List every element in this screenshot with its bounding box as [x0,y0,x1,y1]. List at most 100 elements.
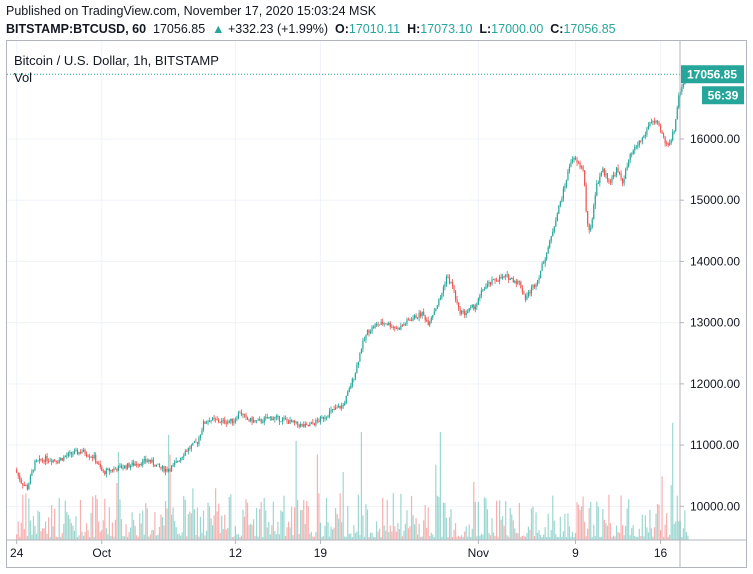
candle-body [40,458,42,461]
candle-body [243,414,246,416]
volume-bar [90,512,92,540]
volume-bar [652,536,654,540]
candle-body [46,455,48,461]
volume-bar [372,536,375,540]
volume-bar [146,508,148,540]
volume-bar [673,523,675,540]
volume-bar [216,511,218,540]
candle-body [565,180,568,187]
candle-body [219,422,221,423]
volume-bar [395,531,397,540]
candle-body [412,318,414,321]
candle-body [398,327,400,330]
candle-body [552,232,554,237]
candle-body [119,465,121,467]
candle-body [85,454,88,456]
candle-body [269,416,271,418]
volume-bar [667,536,669,540]
candle-body [22,483,24,486]
volume-bar [208,506,211,540]
candle-body [492,279,495,280]
candle-body [131,462,133,466]
volume-bar [456,536,458,540]
volume-bar [72,525,74,540]
volume-bar [418,523,420,540]
volume-bar [119,499,121,540]
volume-bar [426,527,428,540]
volume-bar [325,497,328,540]
volume-bar [35,533,38,540]
price-tick-label: 14000.00 [690,254,740,268]
price-tick-label: 16000.00 [690,132,740,146]
volume-bar [406,510,408,540]
candle-body [67,452,69,456]
volume-bar [464,531,466,540]
candle-body [75,450,77,452]
candle-body [372,326,375,328]
candle-body [602,168,604,173]
candle-body [32,469,35,472]
candle-body [582,166,584,171]
candle-body [143,458,145,461]
volume-bar [473,481,475,540]
volume-bar [239,536,241,540]
candle-body [664,136,666,144]
candle-body [335,407,337,410]
candle-body [641,138,643,142]
volume-bar [626,508,628,540]
volume-bar [87,530,89,540]
candle-body [44,455,47,462]
volume-bar [549,536,551,540]
volume-bar [243,516,246,540]
volume-bar [476,536,478,540]
volume-bar [218,503,220,540]
candle-body [363,339,366,341]
candle-body [107,468,109,470]
candle-body [535,284,537,287]
volume-bar [137,536,139,540]
candle-body [377,324,379,326]
candle-body [341,405,343,409]
candle-body [655,120,657,123]
candle-body [444,284,446,288]
candle-body [280,421,282,423]
volume-bar [461,535,463,540]
volume-bar [335,507,337,540]
volume-bar [404,523,407,540]
candle-body [283,418,285,420]
candle-body [571,159,574,162]
volume-bar [394,526,396,540]
volume-bar [17,521,19,540]
volume-bar [219,533,221,540]
candle-body [430,317,432,322]
candle-body [577,162,580,164]
candle-body [254,420,256,421]
candle-body [529,291,531,294]
candle-body [559,201,561,206]
candle-body [57,462,59,463]
candle-body [310,422,312,425]
candle-body [410,320,413,322]
chart-frame [6,40,747,568]
chart-grid [7,41,680,540]
candle-body [195,441,197,443]
volume-bar [257,536,259,540]
volume-bar [38,511,41,540]
volume-bar [44,521,47,540]
candle-body [117,465,120,471]
candle-body [427,320,429,326]
volume-bar [363,536,366,540]
candle-body [237,412,240,419]
candle-body [521,288,523,293]
candle-body [506,274,508,276]
volume-bar [298,533,300,540]
volume-bar [85,523,88,540]
volume-bar [70,523,72,540]
candle-body [673,130,675,132]
candle-body [122,468,124,469]
volume-bar [287,521,290,540]
volume-bar [382,497,384,540]
volume-bar [465,526,467,540]
volume-bar [609,523,612,540]
